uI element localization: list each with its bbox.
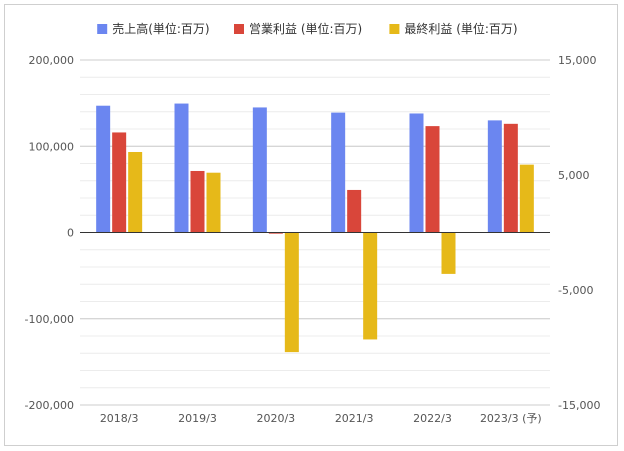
y-left-tick-label: -100,000 <box>25 313 74 326</box>
y-left-tick-label: 0 <box>67 227 74 240</box>
bar-1 <box>252 107 267 233</box>
y-right-tick-label: 15,000 <box>558 54 597 67</box>
x-tick-label: 2018/3 <box>100 412 139 425</box>
bar-2 <box>347 189 362 233</box>
x-tick-label: 2022/3 <box>413 412 452 425</box>
x-tick-label: 2023/3 (予) <box>480 412 542 425</box>
y-left-tick-label: -200,000 <box>25 399 74 412</box>
bar-1 <box>409 113 424 233</box>
y-right-tick-label: -15,000 <box>558 399 600 412</box>
legend-label-1: 売上高(単位:百万) <box>112 21 209 36</box>
bar-3 <box>519 164 534 233</box>
bar-3 <box>284 232 299 353</box>
legend-swatch-2 <box>234 24 244 34</box>
y-left-tick-label: 200,000 <box>29 54 75 67</box>
bar-1 <box>174 103 189 233</box>
bar-3 <box>441 232 456 274</box>
x-tick-label: 2021/3 <box>335 412 374 425</box>
x-tick-label: 2020/3 <box>256 412 295 425</box>
bar-2 <box>268 232 283 234</box>
bar-2 <box>503 123 518 233</box>
bar-3 <box>363 232 378 340</box>
legend-swatch-1 <box>97 24 108 34</box>
legend-swatch-3 <box>389 24 400 34</box>
bar-1 <box>331 112 346 233</box>
bar-1 <box>487 120 502 233</box>
legend-label-2: 営業利益 (単位:百万) <box>249 21 362 36</box>
bar-3 <box>206 172 221 233</box>
bar-1 <box>96 105 111 233</box>
y-right-tick-label: -5,000 <box>558 284 593 297</box>
x-tick-label: 2019/3 <box>178 412 217 425</box>
y-right-tick-label: 5,000 <box>558 169 590 182</box>
bar-2 <box>190 170 205 233</box>
bar-2 <box>112 132 127 233</box>
bar-3 <box>128 152 143 233</box>
bar-2 <box>425 126 440 233</box>
legend-label-3: 最終利益 (単位:百万) <box>404 21 517 36</box>
y-left-tick-label: 100,000 <box>29 140 75 153</box>
